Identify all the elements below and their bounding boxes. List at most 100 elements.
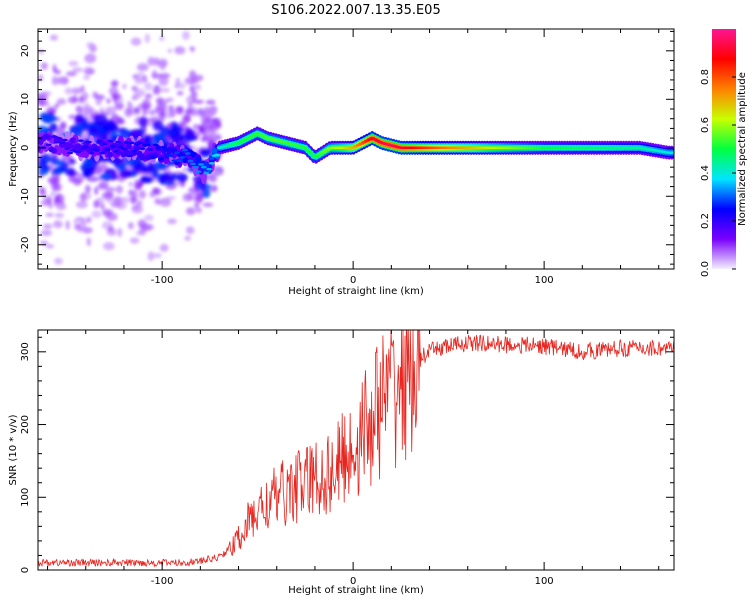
spectral-ridge-cell	[195, 170, 202, 174]
spectral-noise-blob	[125, 108, 132, 116]
spectral-noise-blob	[127, 222, 134, 230]
spectral-ridge-cell	[133, 145, 140, 152]
spectral-noise-blob	[131, 94, 141, 100]
spectral-blob	[64, 167, 76, 176]
spectral-ridge-cell	[69, 137, 76, 144]
spectral-ridge-cell	[115, 140, 122, 144]
spectral-ridge-cell	[182, 148, 189, 152]
spectral-noise-blob	[38, 186, 46, 196]
colorbar-tick-label: 0.2	[700, 213, 711, 229]
spectral-noise-blob	[54, 212, 65, 219]
spectral-blob	[49, 123, 58, 133]
spectral-noise-blob	[147, 56, 156, 66]
spectral-noise-blob	[86, 41, 95, 49]
spectral-noise-blob	[93, 200, 100, 209]
spectral-noise-blob	[115, 185, 123, 194]
spectral-noise-blob	[55, 203, 67, 210]
spectral-ridge-cell	[302, 146, 309, 150]
snr-marks	[38, 330, 674, 568]
spectral-noise-blob	[183, 115, 191, 123]
spectral-noise-blob	[131, 204, 144, 214]
spectral-noise-blob	[94, 186, 99, 195]
spectral-noise-blob	[64, 87, 74, 95]
spectral-noise-blob	[128, 188, 134, 198]
spectral-noise-blob	[189, 46, 196, 51]
spectral-noise-blob	[79, 192, 87, 203]
spectral-noise-blob	[182, 193, 193, 202]
spectral-ridge-cell	[125, 143, 132, 150]
spectral-noise-blob	[106, 98, 111, 104]
spectral-ridge-cell	[104, 148, 111, 151]
spectral-noise-blob	[47, 177, 55, 184]
spectral-noise-blob	[67, 96, 79, 104]
snr-panel: -100 0 100 0 100 200 300 Height of straight li…	[8, 329, 675, 596]
spectral-noise-blob	[86, 176, 99, 182]
spectral-noise-blob	[38, 49, 45, 55]
spectral-noise-blob	[202, 133, 208, 142]
snr-xlabel: Height of straight line (km)	[288, 585, 424, 596]
colorbar-tick-label: 0.8	[700, 69, 711, 85]
spectral-noise-blob	[119, 196, 131, 203]
spectral-noise-blob	[68, 114, 77, 120]
spectral-noise-blob	[107, 226, 114, 232]
spectral-ridge-cell	[149, 156, 156, 159]
spectral-blob	[139, 175, 150, 184]
spectral-noise-blob	[42, 223, 53, 229]
spectral-noise-blob	[75, 201, 88, 209]
spectral-noise-blob	[167, 218, 177, 225]
spectral-noise-blob	[86, 237, 91, 247]
spectral-noise-blob	[140, 223, 151, 232]
spectral-noise-blob	[81, 227, 93, 234]
snr-y-tick-label: 300	[20, 342, 31, 361]
spectral-ridge-cell	[77, 139, 84, 142]
spectral-ridge-cell	[48, 148, 55, 152]
spectral-noise-blob	[115, 201, 127, 210]
spectral-ridge-cell	[139, 154, 146, 161]
spectral-ridge-cell	[198, 163, 205, 166]
spectral-ridge-cell	[200, 165, 207, 169]
colorbar-bar	[712, 29, 736, 269]
spectral-noise-blob	[127, 100, 132, 107]
colorbar-label: Normalized spectral amplitude	[737, 72, 748, 226]
spectral-noise-blob	[101, 191, 113, 200]
spectral-ridge-cell	[171, 159, 178, 162]
spectral-noise-blob	[83, 75, 90, 80]
spectral-blob	[38, 160, 48, 170]
spectral-ridge-cell	[203, 171, 210, 175]
spectral-noise-blob	[129, 237, 140, 244]
spectral-noise-blob	[138, 189, 147, 199]
spectral-noise-blob	[153, 253, 162, 259]
spectral-noise-blob	[208, 139, 213, 148]
spectral-ridge-cell	[152, 143, 159, 147]
spectral-ridge-cell	[109, 144, 116, 148]
spectral-noise-blob	[213, 123, 219, 132]
spectral-noise-blob	[105, 187, 116, 192]
spectral-noise-blob	[56, 98, 67, 105]
spectrogram-xlabel: Height of straight line (km)	[288, 286, 424, 297]
spectral-noise-blob	[50, 190, 56, 197]
spectral-ridge-cell	[139, 147, 146, 151]
spectral-blob	[171, 136, 183, 143]
spectral-ridge-cell	[195, 156, 202, 163]
spectral-ridge-cell	[120, 147, 127, 151]
spectral-ridge-cell	[190, 162, 197, 166]
spectral-noise-blob	[122, 83, 127, 90]
spectral-noise-blob	[144, 214, 154, 222]
colorbar: 0.0 0.2 0.4 0.6 0.8 Normalized spectral ampl…	[700, 29, 748, 277]
spectral-ridge-cell	[53, 140, 60, 144]
spectral-ridge-cell	[112, 150, 119, 153]
spectral-blob	[82, 158, 93, 168]
snr-x-tick-label: 100	[535, 576, 554, 587]
spectral-noise-blob	[154, 57, 160, 67]
spectral-blob	[119, 169, 132, 179]
spectral-ridge-cell	[174, 151, 181, 155]
spectral-ridge-cell	[101, 142, 108, 146]
spectrogram-x-tick-label: 100	[535, 275, 554, 286]
snr-y-tick-label: 100	[20, 488, 31, 507]
spectral-ridge-cell	[179, 156, 186, 159]
spectral-blob	[102, 122, 116, 132]
spectral-noise-blob	[136, 181, 144, 187]
spectral-noise-blob	[167, 48, 173, 53]
spectral-noise-blob	[135, 72, 146, 81]
spectrogram-x-tick-label: -100	[151, 275, 174, 286]
